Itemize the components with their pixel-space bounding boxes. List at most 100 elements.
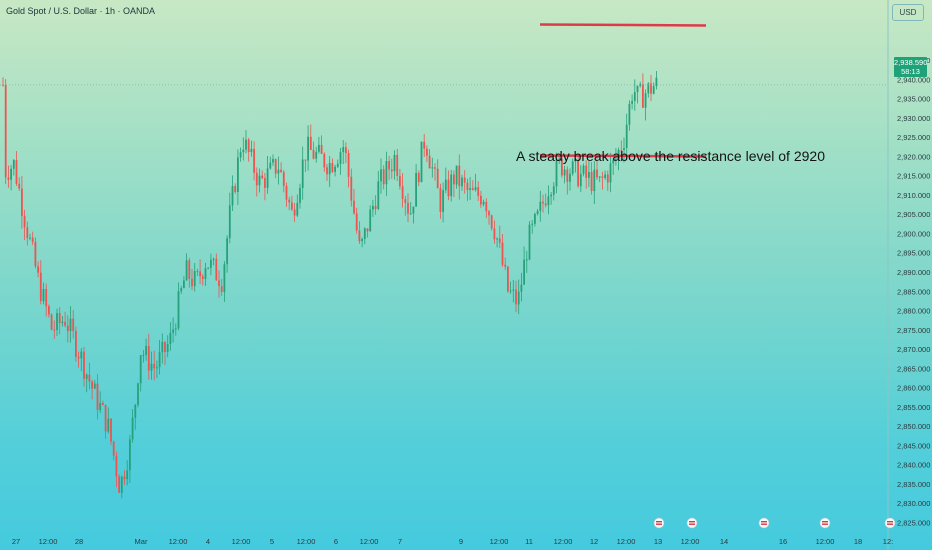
candle-body xyxy=(612,160,615,164)
price-axis-separator xyxy=(0,0,889,550)
candle-body xyxy=(426,148,428,156)
candle-body xyxy=(272,159,274,163)
candle-body xyxy=(191,278,193,287)
candle-body xyxy=(126,470,129,480)
time-tick-label: 12:00 xyxy=(681,537,700,546)
candle-body xyxy=(166,343,169,352)
candle-body xyxy=(145,345,147,356)
candle-body xyxy=(620,149,623,151)
candle-body xyxy=(312,149,315,159)
time-tick-label: 12:00 xyxy=(360,537,379,546)
candle-body xyxy=(99,402,102,411)
candle-body xyxy=(307,136,309,161)
candle-body xyxy=(336,163,339,167)
candle-body xyxy=(34,241,37,267)
candle-body xyxy=(569,173,571,182)
event-flag-stripe xyxy=(689,523,695,525)
candle-body xyxy=(380,169,382,182)
price-tick-label: 2,935.000 xyxy=(897,95,930,104)
price-tick-label: 2,840.000 xyxy=(897,461,930,470)
candle-body xyxy=(188,260,191,279)
candle-body xyxy=(515,289,517,305)
candle-body xyxy=(625,124,628,148)
price-tick-label: 2,855.000 xyxy=(897,403,930,412)
time-tick-label: Mar xyxy=(135,537,148,546)
candle-body xyxy=(112,441,115,456)
candle-body xyxy=(501,242,504,265)
candle-body xyxy=(469,188,471,190)
candle-body xyxy=(366,228,369,232)
candle-body xyxy=(523,259,525,285)
chart-annotation-text[interactable]: A steady break above the resistance leve… xyxy=(516,148,825,164)
candle-body xyxy=(77,356,80,359)
candle-body xyxy=(382,169,385,185)
candle-body xyxy=(453,174,455,185)
price-tick-label: 2,845.000 xyxy=(897,441,930,450)
candle-body xyxy=(274,159,277,174)
candle-body xyxy=(247,139,250,153)
time-tick-label: 12 xyxy=(590,537,598,546)
candle-body xyxy=(139,355,142,384)
candle-body xyxy=(134,404,137,418)
candle-body xyxy=(218,280,220,287)
candle-body xyxy=(201,276,204,280)
candle-body xyxy=(655,77,658,87)
candle-body xyxy=(250,148,253,153)
candle-body xyxy=(409,213,412,215)
candle-body xyxy=(115,455,118,477)
time-axis[interactable]: 27 12:00 28 Mar 12:00 4 12:00 5 12:00 6 12:00 7 9 12:… xyxy=(12,537,893,546)
candle-body xyxy=(393,154,396,172)
candle-body xyxy=(231,186,234,206)
candle-body xyxy=(652,86,655,94)
event-flag-us xyxy=(884,517,896,529)
candle-body xyxy=(2,84,4,86)
candle-body xyxy=(447,179,450,197)
candle-body xyxy=(15,160,18,184)
candle-body xyxy=(110,418,112,442)
candle-body xyxy=(53,329,56,331)
candle-body xyxy=(64,321,66,326)
time-tick-label: 5 xyxy=(270,537,274,546)
candle-body xyxy=(544,203,547,206)
candle-body xyxy=(39,272,42,302)
candle-body xyxy=(485,201,488,212)
candle-body xyxy=(458,165,461,187)
resistance-line-2920 xyxy=(539,154,707,158)
candle-body xyxy=(210,259,212,268)
candle-body xyxy=(404,199,407,203)
candle-body xyxy=(504,264,507,267)
candle-body xyxy=(633,92,636,101)
price-tick-label: 2,915.000 xyxy=(897,172,930,181)
price-axis[interactable]: 2,825.000 2,830.000 2,835.000 2,840.000 2,84… xyxy=(897,56,930,527)
currency-button[interactable]: USD xyxy=(892,4,924,21)
candle-body xyxy=(498,238,501,243)
candle-body xyxy=(21,188,23,216)
candle-body xyxy=(264,178,266,188)
candle-body xyxy=(196,271,199,273)
price-tick-label: 2,900.000 xyxy=(897,229,930,238)
candle-body xyxy=(18,183,21,189)
candle-body xyxy=(91,381,93,389)
candle-body xyxy=(369,209,372,232)
candle-body xyxy=(269,162,272,169)
candle-body xyxy=(293,209,296,216)
candle-body xyxy=(266,168,269,188)
candle-body xyxy=(107,418,110,432)
current-price-value: 2,938.590 xyxy=(894,58,928,67)
candle-body xyxy=(566,169,569,182)
price-tick-label: 2,860.000 xyxy=(897,384,930,393)
candle-body xyxy=(282,172,285,186)
time-tick-label: 9 xyxy=(459,537,463,546)
candle-body xyxy=(482,201,485,205)
symbol-title[interactable]: Gold Spot / U.S. Dollar · 1h · OANDA xyxy=(6,6,156,16)
candle-body xyxy=(536,210,539,214)
candle-body xyxy=(37,266,39,273)
candle-body xyxy=(550,194,552,197)
candle-body xyxy=(593,169,596,192)
candle-body xyxy=(350,176,353,201)
candle-body xyxy=(315,151,318,159)
candle-body xyxy=(547,196,550,206)
bar-countdown: 58:13 xyxy=(901,67,920,76)
